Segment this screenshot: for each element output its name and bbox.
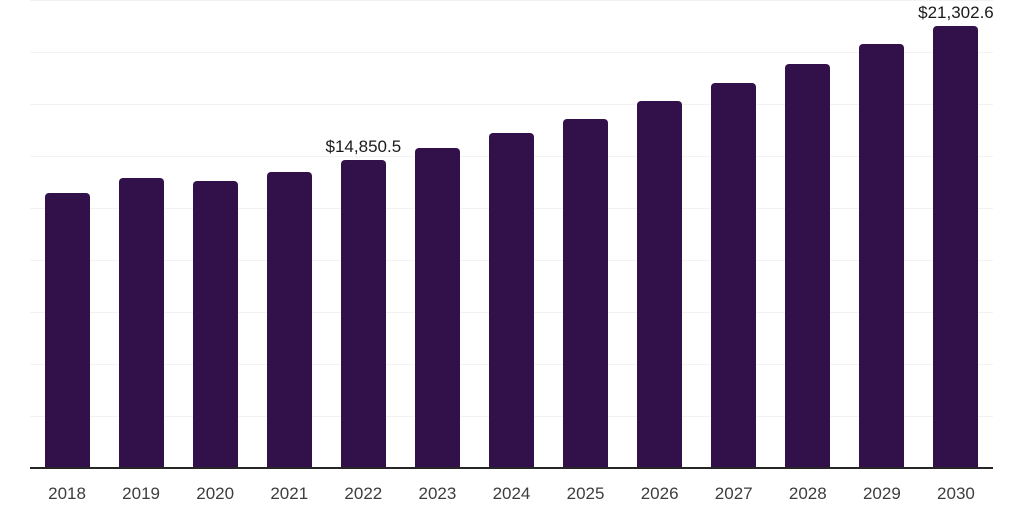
x-tick-label-2018: 2018 — [48, 484, 86, 503]
x-axis-line — [30, 467, 993, 469]
bar-2021 — [266, 171, 312, 469]
x-tick-label-2021: 2021 — [270, 484, 309, 503]
x-tick-label-2030: 2030 — [937, 484, 975, 503]
data-label-2030: $21,302.6 — [918, 2, 994, 22]
bar-2025 — [563, 118, 609, 469]
gridline-20000 — [30, 52, 993, 53]
bar-2026 — [637, 100, 683, 469]
bar-2028 — [785, 64, 831, 469]
plot-area — [30, 0, 993, 469]
bar-2022 — [340, 160, 386, 469]
bar-2020 — [192, 180, 238, 469]
x-tick-label-2024: 2024 — [492, 484, 531, 503]
x-tick-label-2023: 2023 — [418, 484, 457, 503]
x-tick-label-2026: 2026 — [640, 484, 679, 503]
gridline-22500 — [30, 0, 993, 1]
bar-2027 — [711, 82, 757, 469]
bar-2029 — [859, 43, 905, 469]
gridline-17500 — [30, 104, 993, 105]
bar-2019 — [118, 178, 164, 469]
x-tick-label-2029: 2029 — [862, 484, 901, 503]
x-tick-label-2028: 2028 — [788, 484, 827, 503]
bar-2024 — [489, 132, 534, 469]
x-tick-label-2020: 2020 — [196, 484, 235, 503]
x-tick-label-2019: 2019 — [122, 484, 160, 503]
bar-2018 — [44, 192, 90, 469]
x-tick-label-2025: 2025 — [566, 484, 605, 503]
x-tick-label-2027: 2027 — [714, 484, 753, 503]
data-label-2022: $14,850.5 — [325, 137, 402, 157]
bar-2023 — [414, 148, 460, 469]
x-tick-label-2022: 2022 — [344, 484, 383, 503]
bar-2030 — [933, 25, 979, 469]
